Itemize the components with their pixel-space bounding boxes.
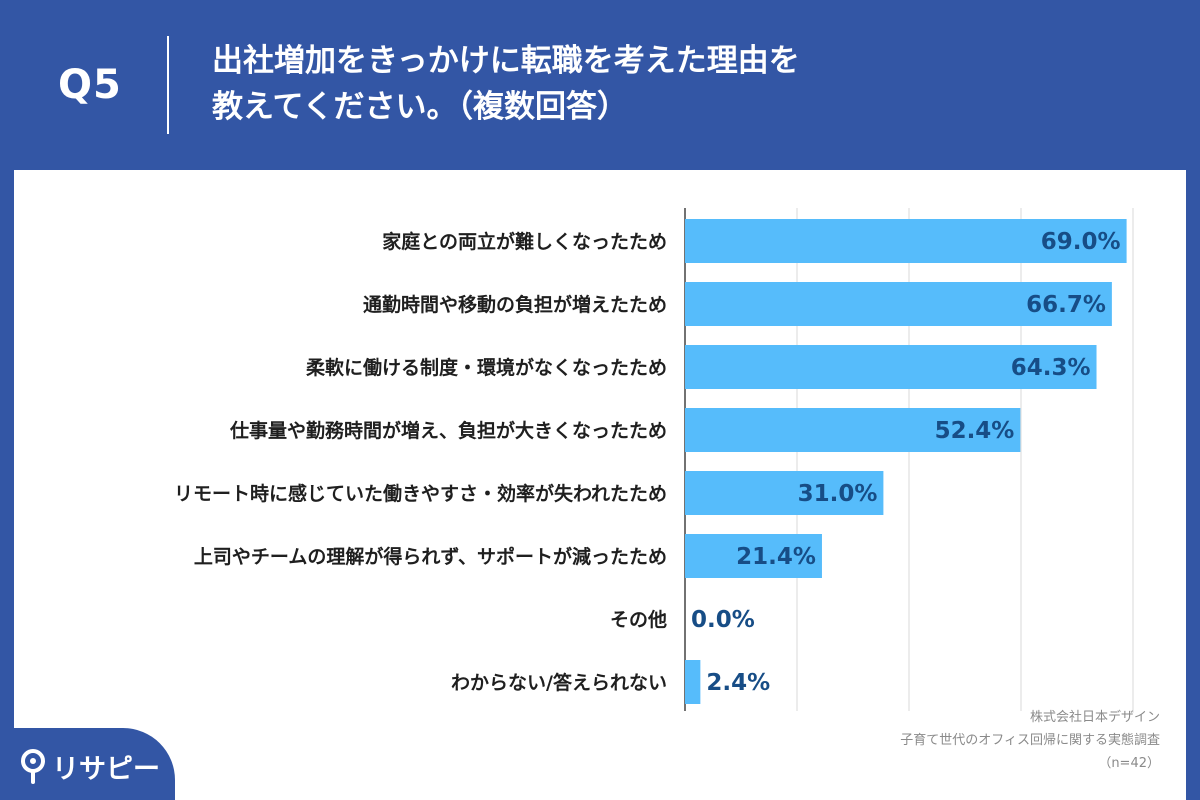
category-label: リモート時に感じていた働きやすさ・効率が失われたため [174, 482, 667, 505]
category-label: その他 [610, 608, 667, 631]
bar [685, 345, 1097, 389]
source-survey: 子育て世代のオフィス回帰に関する実態調査 [900, 733, 1160, 748]
page-title: 出社増加をきっかけに転職を考えた理由を 教えてください。（複数回答） [212, 38, 1112, 130]
title-line-1: 出社増加をきっかけに転職を考えた理由を [212, 43, 800, 79]
title-line-2: 教えてください。（複数回答） [212, 89, 629, 125]
value-label: 31.0% [798, 481, 878, 507]
bar [685, 660, 701, 704]
category-label: 仕事量や勤務時間が増え、負担が大きくなったため [229, 419, 667, 442]
value-label: 69.0% [1041, 229, 1121, 255]
source-company: 株式会社日本デザイン [1029, 710, 1160, 725]
bar [685, 471, 884, 515]
value-label: 0.0% [691, 607, 755, 633]
value-label: 2.4% [706, 670, 770, 696]
bar [685, 219, 1127, 263]
logo-tab [0, 728, 175, 800]
chart-panel: 家庭との両立が難しくなったため 69.0% 通勤時間や移動の負担が増えたため 66.7… [14, 170, 1186, 800]
category-label: 柔軟に働ける制度・環境がなくなったため [306, 356, 667, 379]
category-label: 通勤時間や移動の負担が増えたため [363, 293, 667, 316]
source-sample: （n=42） [1098, 756, 1160, 771]
category-label: 家庭との両立が難しくなったため [382, 230, 667, 253]
category-label: わからない/答えられない [451, 671, 667, 694]
bar-chart: 家庭との両立が難しくなったため 69.0% 通勤時間や移動の負担が増えたため 66.7… [174, 208, 1134, 711]
logo-text: リサピー [52, 754, 160, 785]
map-pin-icon [21, 749, 45, 784]
value-label: 52.4% [935, 418, 1015, 444]
bar [685, 534, 822, 578]
value-label: 66.7% [1026, 292, 1106, 318]
question-label: Q5 [58, 62, 122, 108]
category-label: 上司やチームの理解が得られず、サポートが減ったため [194, 545, 667, 568]
bar [685, 408, 1021, 452]
value-label: 64.3% [1011, 355, 1091, 381]
header-divider [167, 36, 169, 134]
value-label: 21.4% [736, 544, 816, 570]
bar [685, 282, 1112, 326]
header: Q5 出社増加をきっかけに転職を考えた理由を 教えてください。（複数回答） [0, 0, 1200, 170]
source-note: 株式会社日本デザイン 子育て世代のオフィス回帰に関する実態調査 （n=42） [900, 706, 1160, 775]
